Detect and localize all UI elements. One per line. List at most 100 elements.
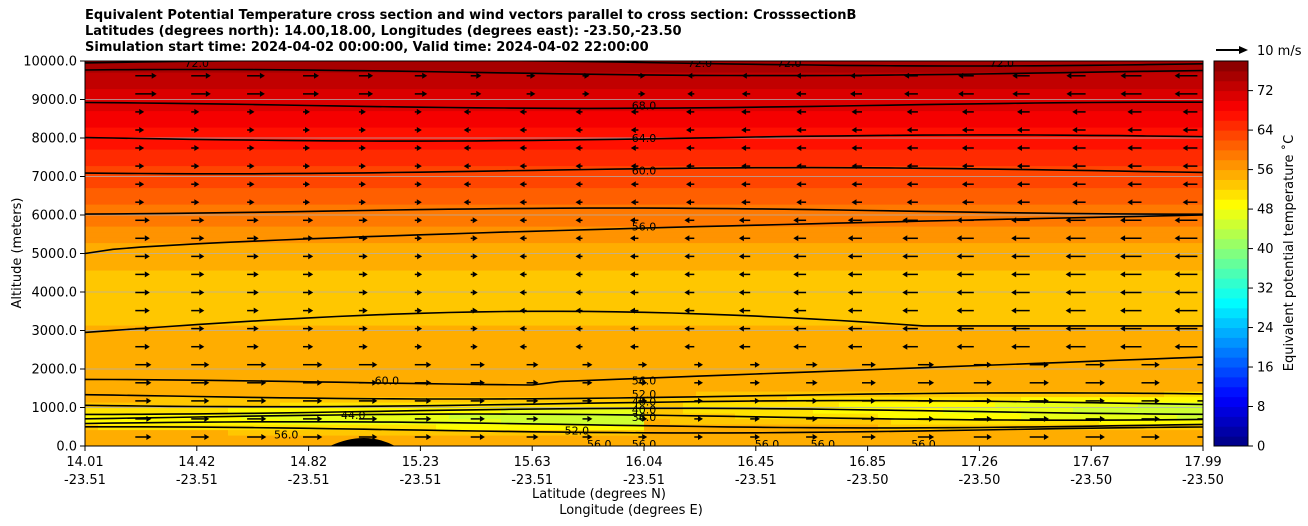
field-cell (813, 198, 827, 205)
field-cell (176, 380, 190, 387)
field-cell (267, 297, 281, 304)
field-cell (345, 407, 359, 414)
field-cell (891, 171, 905, 178)
field-cell (176, 127, 190, 134)
field-cell (800, 127, 814, 134)
field-cell (722, 396, 736, 403)
field-cell (124, 253, 138, 260)
field-cell (683, 391, 697, 398)
field-cell (670, 242, 684, 249)
field-cell (150, 385, 164, 392)
field-cell (839, 281, 853, 288)
field-cell (787, 182, 801, 189)
field-cell (592, 204, 606, 211)
field-cell (280, 132, 294, 139)
field-cell (384, 435, 398, 442)
field-cell (267, 165, 281, 172)
field-cell (241, 319, 255, 326)
field-cell (332, 83, 346, 90)
field-cell (423, 325, 437, 332)
field-cell (189, 88, 203, 95)
field-cell (501, 165, 515, 172)
field-cell (293, 402, 307, 409)
field-cell (969, 413, 983, 420)
field-cell (176, 352, 190, 359)
field-cell (423, 424, 437, 431)
field-cell (748, 138, 762, 145)
field-cell (410, 88, 424, 95)
field-cell (800, 396, 814, 403)
field-cell (111, 407, 125, 414)
field-cell (358, 182, 372, 189)
field-cell (527, 99, 541, 106)
field-cell (293, 363, 307, 370)
field-cell (670, 61, 684, 68)
field-cell (410, 226, 424, 233)
field-cell (800, 435, 814, 442)
field-cell (852, 242, 866, 249)
field-cell (423, 154, 437, 161)
field-cell (761, 292, 775, 299)
field-cell (124, 374, 138, 381)
field-cell (358, 132, 372, 139)
field-cell (566, 220, 580, 227)
field-cell (709, 138, 723, 145)
field-cell (124, 363, 138, 370)
field-cell (683, 319, 697, 326)
field-cell (527, 248, 541, 255)
field-cell (527, 116, 541, 123)
field-cell (618, 154, 632, 161)
field-cell (774, 369, 788, 376)
field-cell (865, 61, 879, 68)
field-cell (579, 94, 593, 101)
field-cell (254, 286, 268, 293)
field-cell (514, 429, 528, 436)
field-cell (540, 226, 554, 233)
field-cell (748, 396, 762, 403)
field-cell (930, 105, 944, 112)
field-cell (202, 286, 216, 293)
field-cell (956, 259, 970, 266)
field-cell (787, 154, 801, 161)
field-cell (787, 88, 801, 95)
field-cell (774, 407, 788, 414)
field-cell (332, 121, 346, 128)
field-cell (111, 369, 125, 376)
field-cell (280, 402, 294, 409)
field-cell (501, 385, 515, 392)
field-cell (371, 121, 385, 128)
field-cell (657, 369, 671, 376)
field-cell (150, 303, 164, 310)
field-cell (501, 237, 515, 244)
field-cell (280, 193, 294, 200)
field-cell (930, 341, 944, 348)
field-cell (644, 347, 658, 354)
field-cell (384, 154, 398, 161)
field-cell (85, 435, 99, 442)
field-cell (410, 440, 424, 446)
field-cell (839, 99, 853, 106)
field-cell (644, 193, 658, 200)
field-cell (774, 259, 788, 266)
field-cell (280, 259, 294, 266)
field-cell (228, 237, 242, 244)
field-cell (293, 358, 307, 365)
field-cell (618, 248, 632, 255)
field-cell (657, 424, 671, 431)
field-cell (254, 77, 268, 84)
field-cell (150, 330, 164, 337)
field-cell (826, 171, 840, 178)
field-cell (462, 391, 476, 398)
field-cell (930, 303, 944, 310)
field-cell (839, 341, 853, 348)
field-cell (358, 275, 372, 282)
field-cell (228, 380, 242, 387)
field-cell (280, 149, 294, 156)
field-cell (397, 319, 411, 326)
field-cell (215, 380, 229, 387)
field-cell (943, 143, 957, 150)
field-cell (384, 424, 398, 431)
field-cell (228, 308, 242, 315)
field-cell (189, 77, 203, 84)
field-cell (826, 105, 840, 112)
